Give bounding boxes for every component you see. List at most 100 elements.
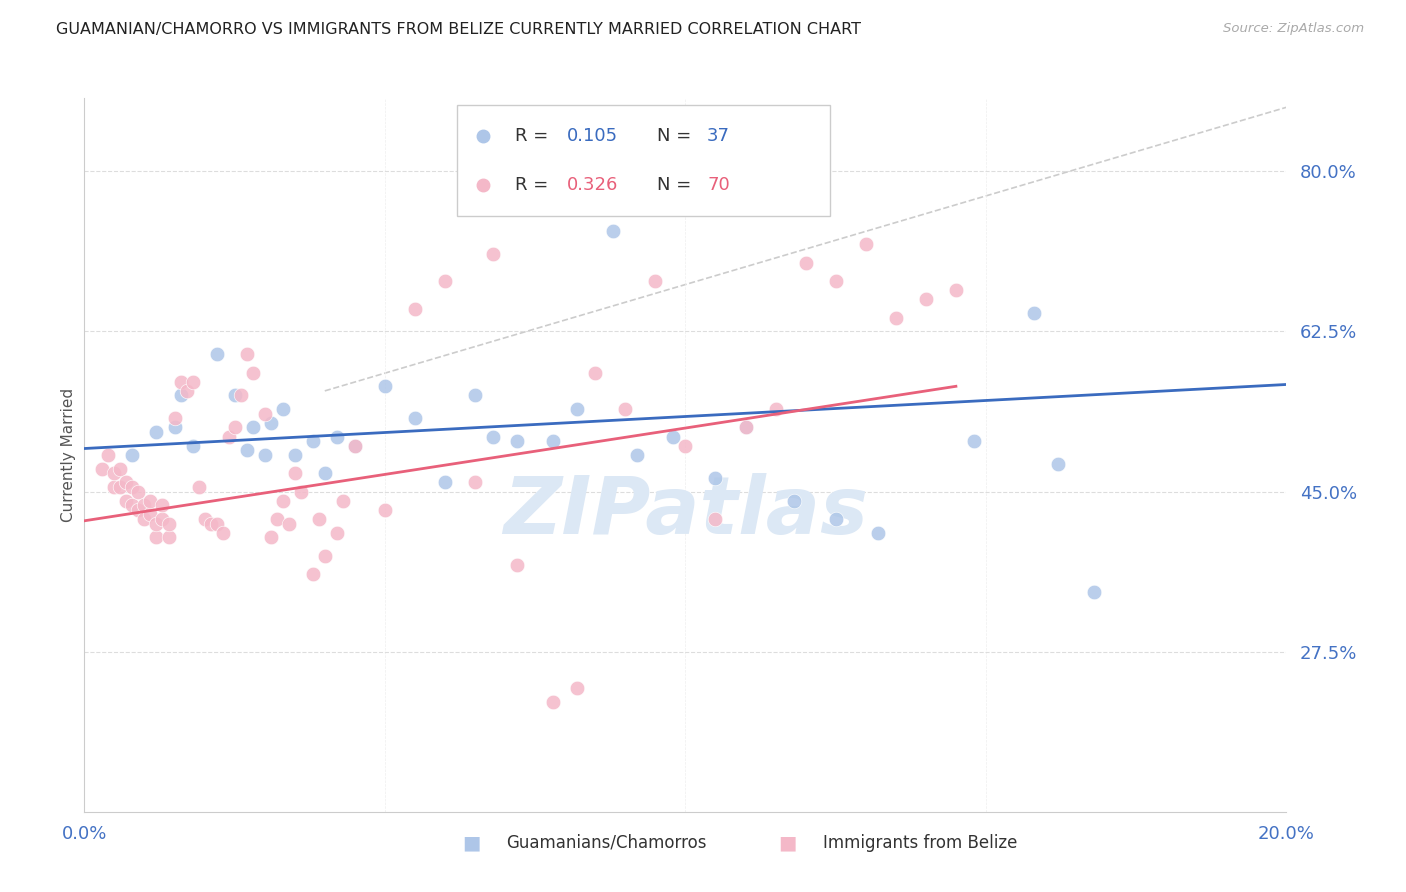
- Point: [855, 237, 877, 252]
- Text: Source: ZipAtlas.com: Source: ZipAtlas.com: [1223, 22, 1364, 36]
- Point: [157, 530, 180, 544]
- Point: [644, 274, 666, 288]
- Text: R =: R =: [515, 176, 554, 194]
- Point: [308, 512, 330, 526]
- Point: [343, 439, 366, 453]
- Text: N =: N =: [657, 128, 696, 145]
- Point: [110, 461, 132, 475]
- Point: [1047, 457, 1070, 471]
- Text: Immigrants from Belize: Immigrants from Belize: [823, 834, 1017, 852]
- Point: [127, 484, 149, 499]
- Text: 70: 70: [707, 176, 730, 194]
- Point: [583, 366, 606, 380]
- Bar: [457, 105, 830, 216]
- Text: ■: ■: [461, 833, 481, 853]
- Point: [181, 375, 204, 389]
- Point: [626, 448, 648, 462]
- Point: [157, 516, 180, 531]
- Point: [110, 480, 132, 494]
- Point: [343, 439, 366, 453]
- Point: [314, 467, 336, 481]
- Text: 0.326: 0.326: [567, 176, 617, 194]
- Point: [260, 416, 283, 430]
- Point: [253, 448, 276, 462]
- Point: [169, 388, 191, 402]
- Point: [163, 420, 186, 434]
- Point: [506, 558, 529, 572]
- Point: [121, 498, 143, 512]
- Point: [235, 443, 257, 458]
- Point: [229, 388, 252, 402]
- Y-axis label: Currently Married: Currently Married: [60, 388, 76, 522]
- Point: [482, 429, 505, 443]
- Point: [464, 475, 486, 490]
- Point: [176, 384, 198, 398]
- Point: [194, 512, 217, 526]
- Point: [224, 420, 246, 434]
- Text: 37: 37: [707, 128, 730, 145]
- Point: [704, 512, 727, 526]
- Point: [253, 407, 276, 421]
- Point: [205, 516, 228, 531]
- Point: [235, 347, 257, 361]
- Point: [464, 388, 486, 402]
- Point: [163, 411, 186, 425]
- Point: [765, 402, 787, 417]
- Point: [152, 512, 174, 526]
- Point: [734, 420, 756, 434]
- Point: [115, 493, 138, 508]
- Point: [290, 484, 312, 499]
- Point: [704, 471, 727, 485]
- Point: [301, 566, 323, 581]
- Point: [734, 420, 756, 434]
- Point: [139, 508, 162, 522]
- Point: [271, 493, 294, 508]
- Point: [218, 429, 240, 443]
- Point: [271, 402, 294, 417]
- Point: [242, 366, 264, 380]
- Point: [277, 516, 299, 531]
- Point: [404, 411, 426, 425]
- Point: [675, 439, 697, 453]
- Point: [314, 549, 336, 563]
- Point: [866, 525, 889, 540]
- Point: [614, 402, 637, 417]
- Point: [260, 530, 283, 544]
- Point: [145, 530, 167, 544]
- Point: [91, 461, 114, 475]
- Text: 0.105: 0.105: [567, 128, 617, 145]
- Point: [121, 448, 143, 462]
- Point: [374, 379, 396, 393]
- Point: [121, 480, 143, 494]
- Point: [97, 448, 120, 462]
- Point: [211, 525, 233, 540]
- Point: [181, 439, 204, 453]
- Text: Guamanians/Chamorros: Guamanians/Chamorros: [506, 834, 707, 852]
- Point: [301, 434, 323, 449]
- Point: [145, 516, 167, 531]
- Point: [115, 475, 138, 490]
- Point: [434, 274, 457, 288]
- Point: [127, 503, 149, 517]
- Point: [200, 516, 222, 531]
- Point: [326, 429, 349, 443]
- Point: [134, 512, 156, 526]
- Point: [332, 493, 354, 508]
- Point: [266, 512, 288, 526]
- Point: [567, 681, 589, 696]
- Point: [103, 480, 125, 494]
- Point: [662, 429, 685, 443]
- Point: [374, 503, 396, 517]
- Point: [541, 434, 564, 449]
- Point: [884, 310, 907, 325]
- Point: [284, 448, 307, 462]
- Text: ■: ■: [778, 833, 797, 853]
- Point: [434, 475, 457, 490]
- Point: [284, 467, 307, 481]
- Text: R =: R =: [515, 128, 554, 145]
- Point: [824, 274, 846, 288]
- Point: [794, 256, 817, 270]
- Point: [824, 512, 846, 526]
- Point: [1083, 585, 1105, 599]
- Text: ZIPatlas: ZIPatlas: [503, 473, 868, 551]
